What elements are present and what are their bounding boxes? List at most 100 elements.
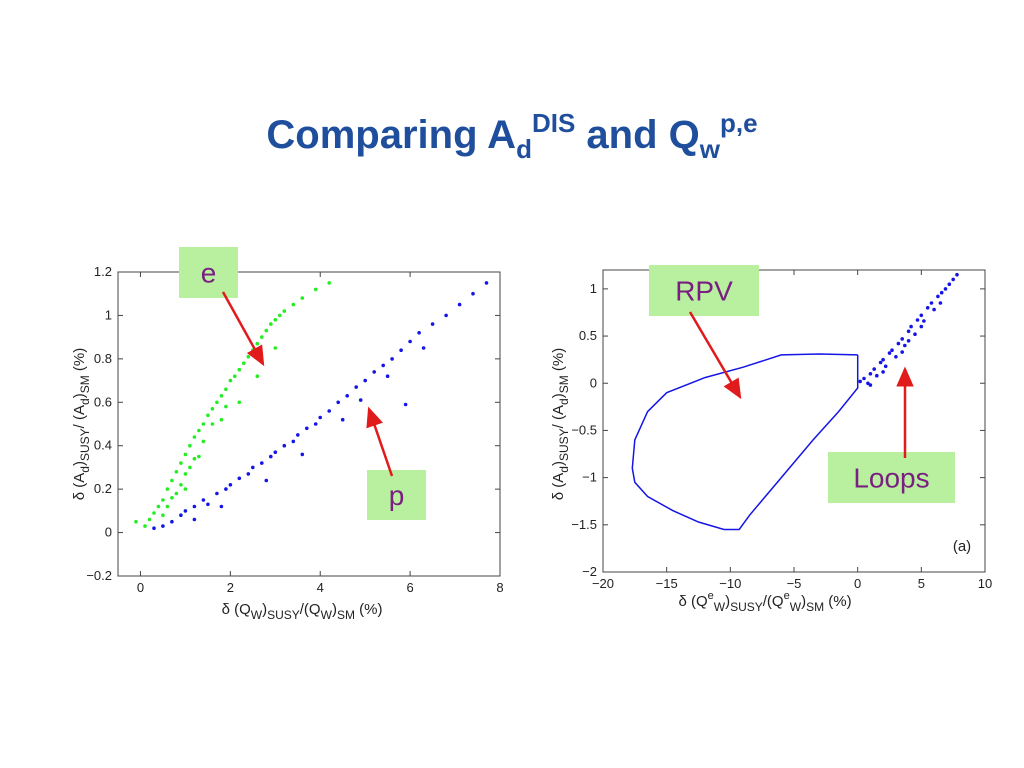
y-tick-label: 0.2	[94, 481, 112, 496]
data-point-e	[134, 519, 138, 524]
data-point-p	[192, 504, 197, 509]
y-tick-label: 0.6	[94, 394, 112, 409]
data-point-p	[224, 487, 228, 491]
y-tick-label: 0	[105, 525, 112, 540]
data-point-Loops	[868, 383, 873, 387]
data-point-p	[484, 281, 489, 285]
callout-rpv-box	[649, 265, 759, 316]
data-point-Loops	[875, 373, 879, 378]
x-tick-label: 4	[317, 580, 324, 595]
data-point-p	[340, 417, 345, 422]
data-point-p	[251, 465, 255, 470]
title-sup-dis: DIS	[531, 108, 576, 138]
data-point-p	[345, 394, 350, 398]
data-point-p	[399, 348, 403, 353]
data-point-p	[444, 313, 448, 318]
x-axis-label-part: δ (Q	[222, 601, 251, 618]
data-point-p	[336, 400, 341, 405]
slide-title: Comparing AdDIS and Qwp,e	[0, 108, 1024, 165]
title-mid: and Q	[575, 113, 700, 157]
y-axis-label-right-part: )	[550, 393, 567, 398]
data-point-e	[224, 404, 228, 409]
data-point-p	[282, 443, 287, 448]
data-point-e	[192, 435, 197, 439]
data-point-Loops	[858, 379, 862, 384]
data-point-e	[165, 504, 170, 509]
data-point-p	[237, 476, 242, 481]
y-axis-label-part: SM	[78, 375, 92, 393]
title-sub-w: w	[699, 134, 720, 164]
y-axis-label-right-part: SUSY	[557, 428, 571, 461]
x-axis-label-right-part: δ (Q	[678, 593, 707, 610]
y-axis-label-part: δ (A	[71, 473, 88, 501]
data-point-p	[430, 322, 435, 326]
y-axis-label-right-part: δ (A	[550, 473, 567, 501]
x-tick-label: 10	[978, 576, 992, 591]
data-point-e	[246, 354, 251, 359]
x-axis-label-part: /(Q	[300, 601, 321, 618]
data-point-Loops	[881, 370, 885, 374]
y-tick-label: 1	[105, 307, 112, 322]
data-point-e	[192, 456, 197, 461]
y-axis-label-right-part: (%)	[550, 348, 567, 376]
data-point-e	[219, 417, 224, 422]
data-point-Loops	[936, 294, 940, 299]
data-point-p	[260, 461, 264, 465]
data-point-p	[358, 398, 363, 402]
data-point-p	[219, 504, 224, 509]
title-sup-pe: p,e	[719, 108, 758, 138]
y-tick-label: 1.2	[94, 264, 112, 279]
data-point-Loops	[939, 290, 944, 295]
y-tick-label: −1	[582, 470, 597, 485]
data-point-p	[264, 478, 269, 483]
data-point-p	[201, 498, 206, 502]
callout-e-label: e	[201, 257, 217, 288]
data-point-Loops	[872, 367, 876, 371]
data-point-p	[313, 422, 318, 426]
data-point-Loops	[894, 355, 898, 359]
x-axis-label-right-part: )	[725, 593, 730, 610]
data-point-e	[174, 491, 179, 496]
data-point-e	[233, 374, 237, 379]
data-point-p	[179, 513, 183, 517]
data-point-e	[237, 367, 242, 372]
chart-left: 0 2 4 6 8−0.200.20.40.60.811.2δ (QW)SUSY/(QW…	[71, 247, 504, 622]
y-axis-label-part: d	[78, 466, 92, 473]
x-tick-label: 0	[854, 576, 861, 591]
x-axis-label-part: SUSY	[267, 608, 300, 622]
data-point-e	[206, 413, 210, 418]
data-point-Loops	[955, 272, 959, 277]
data-point-p	[471, 291, 475, 296]
x-axis-label-right-part: (%)	[824, 593, 852, 610]
y-tick-label: −0.5	[571, 422, 597, 437]
data-point-Loops	[866, 381, 870, 386]
plot-frame	[117, 271, 501, 577]
callout-e-box	[179, 247, 238, 298]
title-main: Comparing A	[266, 113, 517, 157]
data-point-e	[300, 296, 305, 300]
data-point-e	[183, 472, 188, 476]
data-point-p	[296, 433, 300, 437]
data-point-e	[273, 318, 278, 322]
data-point-e	[255, 341, 260, 346]
data-point-Loops	[906, 339, 911, 343]
data-point-e	[269, 322, 273, 326]
y-tick-label: 0.5	[579, 328, 597, 343]
x-axis-label-right-part: SUSY	[730, 600, 763, 614]
data-point-e	[179, 461, 183, 465]
data-point-e	[183, 452, 188, 457]
data-point-p	[300, 452, 305, 457]
y-tick-label: −2	[582, 564, 597, 579]
x-axis-label-right-part: e	[708, 590, 714, 602]
y-tick-label: 0.8	[94, 351, 112, 366]
y-axis-label-right-part: / (A	[550, 405, 567, 428]
data-point-p	[327, 409, 332, 413]
y-axis-label-part: )	[71, 393, 88, 398]
y-tick-label: −1.5	[571, 517, 597, 532]
data-point-e	[179, 483, 183, 487]
data-point-p	[152, 526, 156, 530]
x-tick-label: −15	[656, 576, 678, 591]
data-point-p	[408, 339, 412, 344]
data-point-p	[269, 454, 273, 459]
